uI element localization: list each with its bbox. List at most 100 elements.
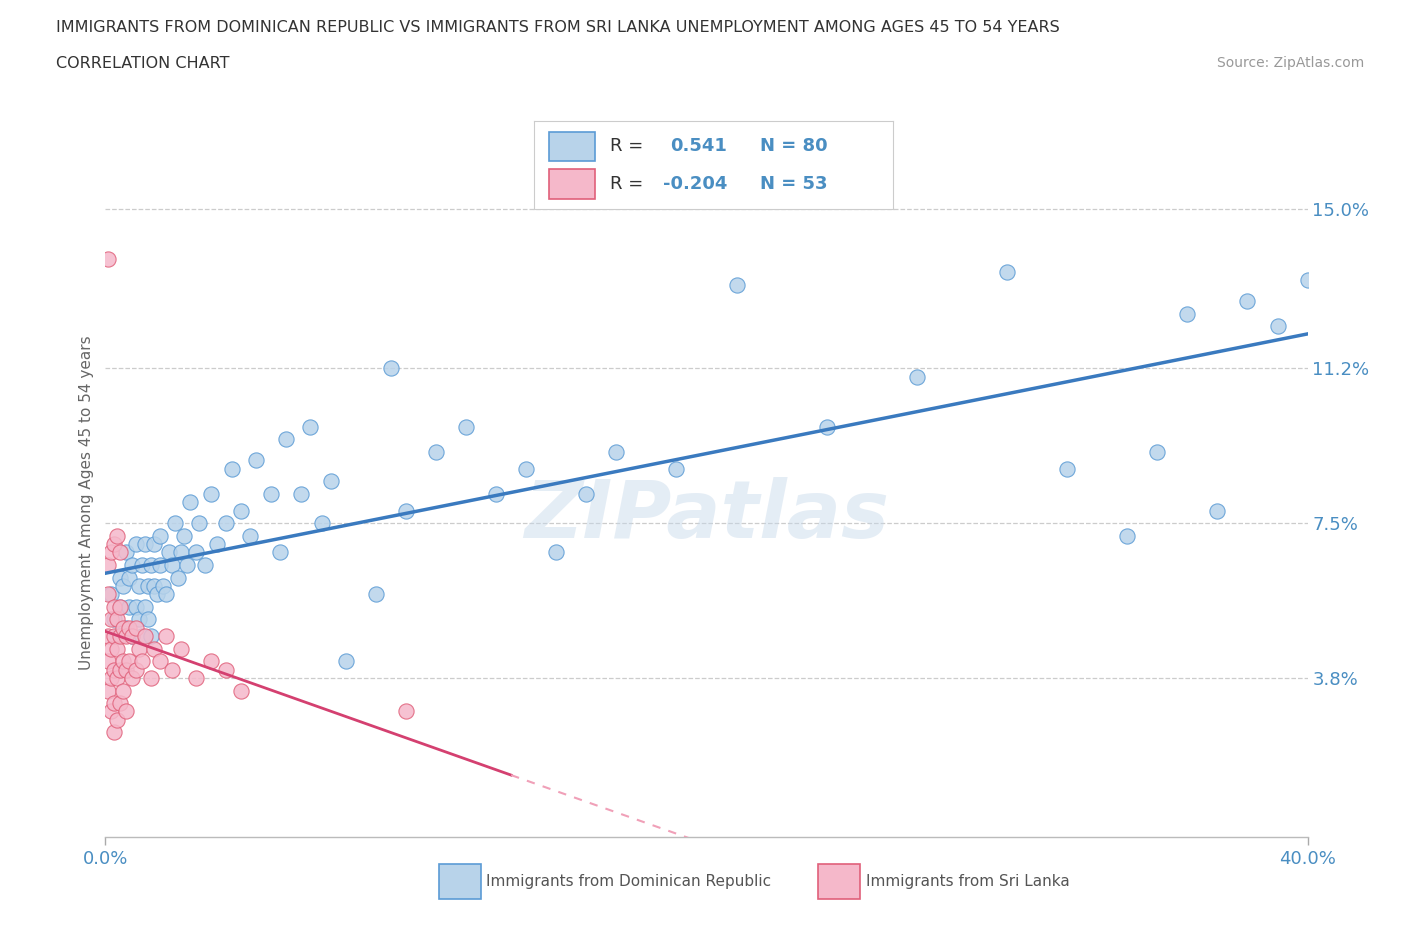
Text: CORRELATION CHART: CORRELATION CHART	[56, 56, 229, 71]
Point	[364, 587, 387, 602]
Point	[148, 654, 170, 669]
Point	[115, 620, 138, 635]
Point	[124, 600, 146, 615]
Y-axis label: Unemployment Among Ages 45 to 54 years: Unemployment Among Ages 45 to 54 years	[79, 335, 94, 670]
Point	[160, 558, 183, 573]
Point	[128, 578, 150, 593]
Point	[200, 486, 222, 501]
Point	[112, 654, 135, 669]
Point	[118, 620, 141, 635]
Point	[200, 654, 222, 669]
Text: R =: R =	[610, 175, 643, 193]
Point	[112, 683, 135, 698]
Point	[100, 704, 122, 719]
Point	[121, 629, 143, 644]
Point	[97, 629, 120, 644]
Text: N = 80: N = 80	[761, 137, 828, 155]
Point	[148, 528, 170, 543]
Bar	[548, 169, 595, 199]
Point	[725, 277, 748, 292]
Text: Source: ZipAtlas.com: Source: ZipAtlas.com	[1216, 56, 1364, 70]
Point	[1236, 294, 1258, 309]
Point	[97, 683, 120, 698]
Point	[152, 578, 174, 593]
Point	[1206, 503, 1229, 518]
Text: Immigrants from Dominican Republic: Immigrants from Dominican Republic	[486, 874, 772, 889]
Text: N = 53: N = 53	[761, 175, 828, 193]
Point	[1146, 445, 1168, 459]
Point	[103, 600, 125, 615]
Point	[136, 612, 159, 627]
Point	[290, 486, 312, 501]
Point	[485, 486, 508, 501]
Point	[103, 725, 125, 740]
Point	[160, 662, 183, 677]
Point	[100, 612, 122, 627]
Point	[187, 516, 209, 531]
Point	[107, 642, 129, 657]
Point	[107, 671, 129, 685]
Text: R =: R =	[610, 137, 643, 155]
Point	[1116, 528, 1139, 543]
Point	[575, 486, 598, 501]
Point	[139, 558, 162, 573]
Point	[139, 671, 162, 685]
Point	[1296, 273, 1319, 288]
Point	[425, 445, 447, 459]
Point	[205, 537, 228, 551]
Text: 0.541: 0.541	[671, 137, 727, 155]
Point	[103, 662, 125, 677]
Point	[134, 537, 156, 551]
Text: IMMIGRANTS FROM DOMINICAN REPUBLIC VS IMMIGRANTS FROM SRI LANKA UNEMPLOYMENT AMO: IMMIGRANTS FROM DOMINICAN REPUBLIC VS IM…	[56, 20, 1060, 35]
Point	[245, 453, 267, 468]
Point	[229, 683, 252, 698]
Point	[214, 662, 236, 677]
Point	[134, 600, 156, 615]
Text: -0.204: -0.204	[664, 175, 728, 193]
Point	[319, 474, 342, 489]
Point	[103, 612, 125, 627]
Point	[118, 570, 141, 585]
Point	[103, 629, 125, 644]
Point	[97, 558, 120, 573]
Point	[110, 629, 132, 644]
Point	[121, 629, 143, 644]
Point	[107, 712, 129, 727]
Point	[395, 503, 418, 518]
Text: Immigrants from Sri Lanka: Immigrants from Sri Lanka	[866, 874, 1070, 889]
Point	[100, 587, 122, 602]
Point	[110, 696, 132, 711]
Point	[155, 629, 177, 644]
Point	[274, 432, 297, 447]
Point	[454, 419, 477, 434]
Point	[605, 445, 627, 459]
Point	[115, 662, 138, 677]
Point	[107, 612, 129, 627]
Point	[139, 629, 162, 644]
Point	[100, 671, 122, 685]
Point	[115, 629, 138, 644]
Point	[260, 486, 283, 501]
Point	[110, 600, 132, 615]
Point	[148, 558, 170, 573]
Point	[157, 545, 180, 560]
Point	[1175, 307, 1198, 322]
Point	[142, 537, 165, 551]
Point	[110, 600, 132, 615]
Point	[239, 528, 262, 543]
Point	[229, 503, 252, 518]
Point	[115, 704, 138, 719]
Point	[124, 620, 146, 635]
Point	[546, 545, 568, 560]
Point	[115, 545, 138, 560]
Point	[118, 654, 141, 669]
Point	[131, 654, 153, 669]
Point	[97, 252, 120, 267]
Point	[380, 361, 402, 376]
Point	[128, 612, 150, 627]
Point	[145, 587, 167, 602]
Point	[905, 369, 928, 384]
Point	[163, 516, 186, 531]
Point	[110, 662, 132, 677]
Point	[221, 461, 243, 476]
